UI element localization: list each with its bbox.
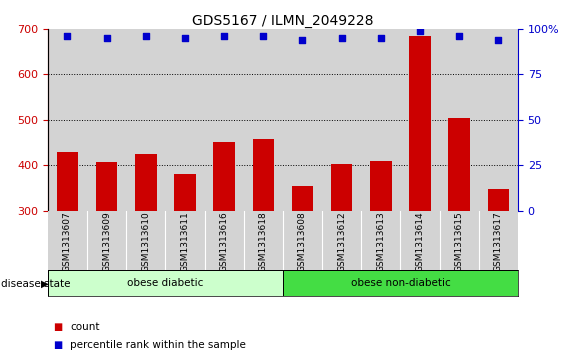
Text: ■: ■ — [53, 322, 62, 332]
Bar — [96, 162, 118, 211]
Bar — [135, 154, 157, 211]
Text: count: count — [70, 322, 100, 332]
Bar — [253, 139, 274, 211]
Text: GSM1313614: GSM1313614 — [415, 212, 425, 272]
Text: obese diabetic: obese diabetic — [127, 278, 204, 288]
Text: obese non-diabetic: obese non-diabetic — [351, 278, 450, 288]
Title: GDS5167 / ILMN_2049228: GDS5167 / ILMN_2049228 — [192, 14, 374, 28]
Text: ■: ■ — [53, 340, 62, 350]
Point — [298, 37, 307, 43]
Text: GSM1313618: GSM1313618 — [259, 212, 268, 273]
Bar — [213, 143, 235, 211]
Text: disease state: disease state — [1, 279, 70, 289]
Text: GSM1313617: GSM1313617 — [494, 212, 503, 273]
Bar — [488, 189, 509, 211]
Text: GSM1313607: GSM1313607 — [63, 212, 72, 273]
Point — [63, 33, 72, 39]
Bar — [331, 164, 352, 211]
Text: ▶: ▶ — [41, 279, 48, 289]
Text: GSM1313610: GSM1313610 — [141, 212, 150, 273]
Point — [494, 37, 503, 43]
Bar — [409, 36, 431, 211]
Point — [376, 35, 385, 41]
Bar — [283, 270, 518, 296]
Bar — [174, 174, 196, 211]
Point — [220, 33, 229, 39]
Text: GSM1313616: GSM1313616 — [220, 212, 229, 273]
Bar — [370, 160, 392, 211]
Point — [415, 28, 425, 34]
Text: GSM1313609: GSM1313609 — [102, 212, 111, 273]
Point — [259, 33, 268, 39]
Text: GSM1313613: GSM1313613 — [376, 212, 385, 273]
Point — [181, 35, 190, 41]
Bar — [48, 270, 283, 296]
Point — [141, 33, 150, 39]
Point — [102, 35, 111, 41]
Text: percentile rank within the sample: percentile rank within the sample — [70, 340, 246, 350]
Text: GSM1313615: GSM1313615 — [455, 212, 464, 273]
Bar — [57, 152, 78, 211]
Text: GSM1313612: GSM1313612 — [337, 212, 346, 272]
Point — [337, 35, 346, 41]
Point — [455, 33, 464, 39]
Bar — [292, 187, 313, 211]
Bar — [448, 118, 470, 211]
Text: GSM1313608: GSM1313608 — [298, 212, 307, 273]
Text: GSM1313611: GSM1313611 — [181, 212, 190, 273]
